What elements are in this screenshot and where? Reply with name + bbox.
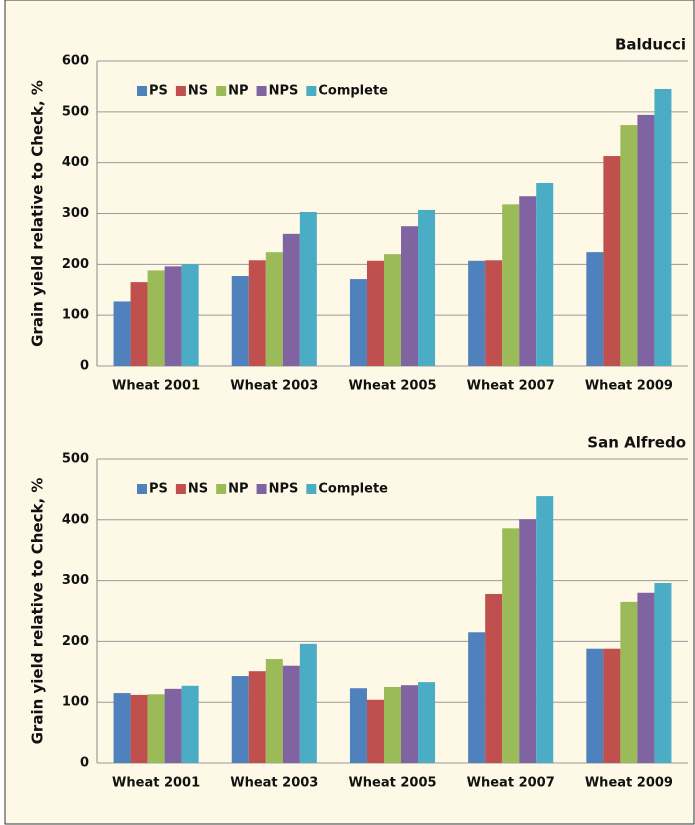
legend-swatch [256,86,267,96]
bar [231,676,249,763]
bar [231,276,249,366]
bar [637,592,655,763]
chart-title: Balducci [615,36,686,54]
bar [401,685,419,763]
legend-swatch [137,86,147,96]
bar [502,204,520,366]
bar [113,301,131,366]
bar [181,685,199,763]
bar [113,693,131,763]
legend-label: Complete [318,84,388,99]
x-tick-label: Wheat 2005 [348,379,436,394]
bar [349,688,367,763]
legend-swatch [216,484,227,494]
legend-label: NS [188,482,208,497]
legend-label: NP [228,84,248,99]
y-axis-label: Grain yield relative to Check, % [29,478,47,745]
legend-swatch [137,484,147,494]
legend-label: NPS [269,84,299,99]
bar [620,125,638,366]
legend-swatch [175,484,186,494]
x-tick-label: Wheat 2007 [467,379,555,394]
bar [164,266,182,366]
bar [468,632,486,763]
y-tick-label: 500 [62,104,89,119]
bar [654,583,672,763]
y-tick-label: 200 [62,257,89,272]
bar [620,601,638,763]
bar [603,648,621,763]
bar [603,156,621,366]
bar [586,252,604,366]
bar [519,519,537,763]
x-tick-label: Wheat 2005 [348,776,436,791]
y-tick-label: 500 [62,452,89,467]
bar [654,88,672,366]
legend-label: Complete [318,482,388,497]
bar [485,260,503,366]
x-tick-label: Wheat 2003 [230,776,318,791]
bar [181,264,199,366]
x-tick-label: Wheat 2001 [112,776,200,791]
bar [349,279,367,366]
bar [130,282,148,366]
bar [536,183,554,366]
bar [147,694,165,763]
y-axis-label: Grain yield relative to Check, % [29,80,47,347]
bar [637,114,655,366]
chart-title: San Alfredo [587,434,686,452]
bar [468,260,486,366]
bar [130,694,148,763]
y-tick-label: 200 [62,634,89,649]
legend-label: NS [188,84,208,99]
y-tick-label: 300 [62,206,89,221]
legend-swatch [306,484,317,494]
x-tick-label: Wheat 2003 [230,379,318,394]
bar [485,593,503,763]
y-tick-label: 400 [62,512,89,527]
legend-swatch [256,484,267,494]
bar [265,659,283,763]
legend-label: NPS [269,482,299,497]
bar [366,260,384,366]
y-tick-label: 100 [62,695,89,710]
bar [147,270,165,366]
y-tick-label: 300 [62,573,89,588]
legend-swatch [306,86,317,96]
bar [164,688,182,763]
legend-swatch [216,86,227,96]
x-tick-label: Wheat 2001 [112,379,200,394]
y-tick-label: 600 [62,54,89,69]
legend-label: PS [149,84,168,99]
y-tick-label: 0 [80,359,89,374]
bar [248,671,266,763]
bar [265,252,283,366]
bar [366,699,384,763]
bar [299,643,317,763]
bar [586,648,604,763]
x-tick-label: Wheat 2009 [585,379,673,394]
bar [248,260,266,366]
bar [383,254,402,366]
legend-label: PS [149,482,168,497]
x-tick-label: Wheat 2009 [585,776,673,791]
background [4,0,695,825]
y-tick-label: 0 [80,756,89,771]
x-tick-label: Wheat 2007 [467,776,555,791]
y-tick-label: 100 [62,308,89,323]
y-tick-label: 400 [62,155,89,170]
bar [299,211,317,366]
bar [519,196,537,366]
bar [418,682,436,763]
bar [282,665,300,763]
bar [282,233,300,366]
bar [418,209,436,366]
legend-swatch [175,86,186,96]
bar [401,226,419,366]
bar [502,528,520,763]
legend-label: NP [228,482,248,497]
bar [383,687,402,763]
bar [536,496,554,763]
